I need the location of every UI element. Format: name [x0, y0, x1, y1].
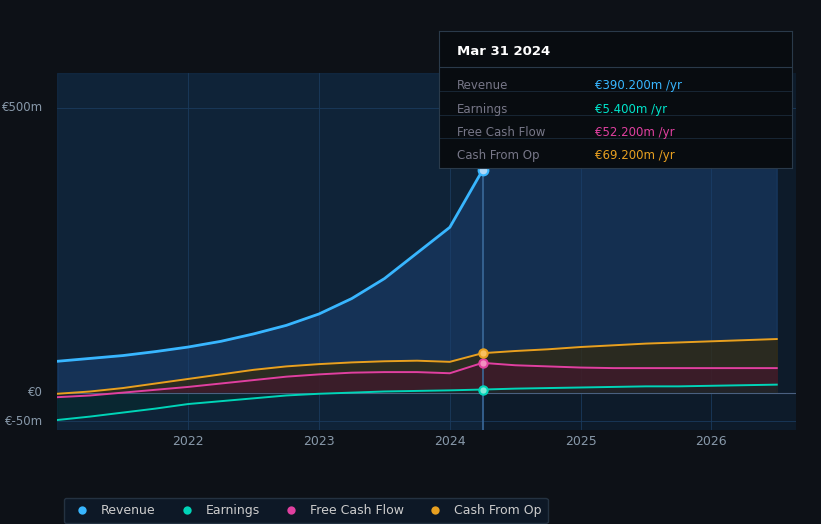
Text: €69.200m /yr: €69.200m /yr: [594, 149, 674, 162]
Text: €-50m: €-50m: [5, 414, 43, 428]
Text: Revenue: Revenue: [457, 80, 508, 92]
Bar: [57, 73, 483, 430]
Text: €390.200m /yr: €390.200m /yr: [594, 80, 681, 92]
Text: €5.400m /yr: €5.400m /yr: [594, 103, 667, 116]
Text: Mar 31 2024: Mar 31 2024: [457, 46, 550, 58]
Text: Analysts Forecasts: Analysts Forecasts: [493, 89, 609, 102]
Legend: Revenue, Earnings, Free Cash Flow, Cash From Op: Revenue, Earnings, Free Cash Flow, Cash …: [64, 498, 548, 523]
Text: Free Cash Flow: Free Cash Flow: [457, 126, 545, 139]
Text: Cash From Op: Cash From Op: [457, 149, 539, 162]
Text: Earnings: Earnings: [457, 103, 508, 116]
Text: Past: Past: [450, 89, 476, 102]
Text: €0: €0: [28, 386, 43, 399]
Text: €500m: €500m: [2, 101, 43, 114]
Text: €52.200m /yr: €52.200m /yr: [594, 126, 674, 139]
